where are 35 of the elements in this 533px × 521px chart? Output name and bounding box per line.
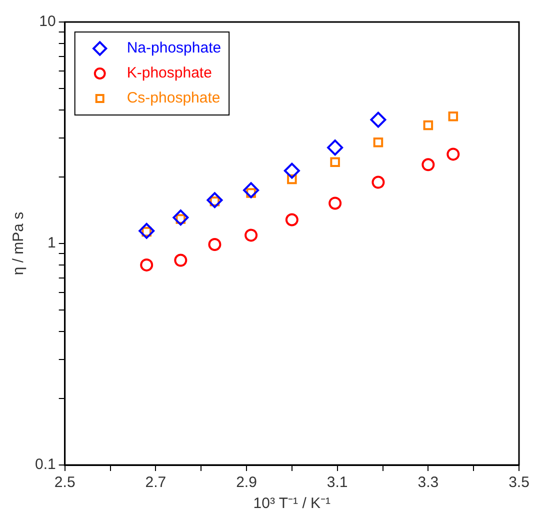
y-tick-label: 0.1 bbox=[34, 456, 56, 474]
x-axis-title: 10³ T⁻¹ / K⁻¹ bbox=[253, 495, 331, 512]
x-tick-label: 2.9 bbox=[236, 474, 257, 492]
y-tick-label: 10 bbox=[39, 13, 56, 30]
legend-label: Na-phosphate bbox=[126, 40, 222, 57]
point bbox=[370, 112, 386, 128]
point bbox=[284, 162, 300, 179]
point bbox=[328, 196, 342, 210]
point bbox=[327, 140, 344, 156]
x-tick-label: 2.7 bbox=[145, 474, 166, 492]
legend-label: Cs-phosphate bbox=[126, 90, 220, 107]
point bbox=[448, 111, 458, 122]
point bbox=[244, 228, 258, 242]
point bbox=[206, 192, 223, 208]
x-tick-label: 3.1 bbox=[326, 474, 348, 492]
point bbox=[422, 158, 435, 172]
point bbox=[140, 258, 154, 272]
point bbox=[172, 210, 189, 226]
y-tick-label: 1 bbox=[48, 234, 56, 252]
point bbox=[423, 120, 434, 130]
legend-label: K-phosphate bbox=[126, 64, 212, 82]
point bbox=[287, 174, 297, 184]
point bbox=[372, 176, 385, 189]
point bbox=[174, 254, 188, 267]
point bbox=[138, 222, 155, 239]
point bbox=[208, 238, 222, 251]
point bbox=[373, 138, 384, 148]
point bbox=[243, 182, 260, 198]
x-tick-label: 3.5 bbox=[508, 474, 530, 492]
point bbox=[285, 213, 298, 226]
y-axis-title: η / mPa s bbox=[10, 212, 28, 276]
x-tick-label: 3.3 bbox=[418, 474, 439, 492]
point bbox=[446, 148, 460, 161]
x-tick-label: 2.5 bbox=[54, 474, 76, 492]
point bbox=[330, 157, 340, 168]
